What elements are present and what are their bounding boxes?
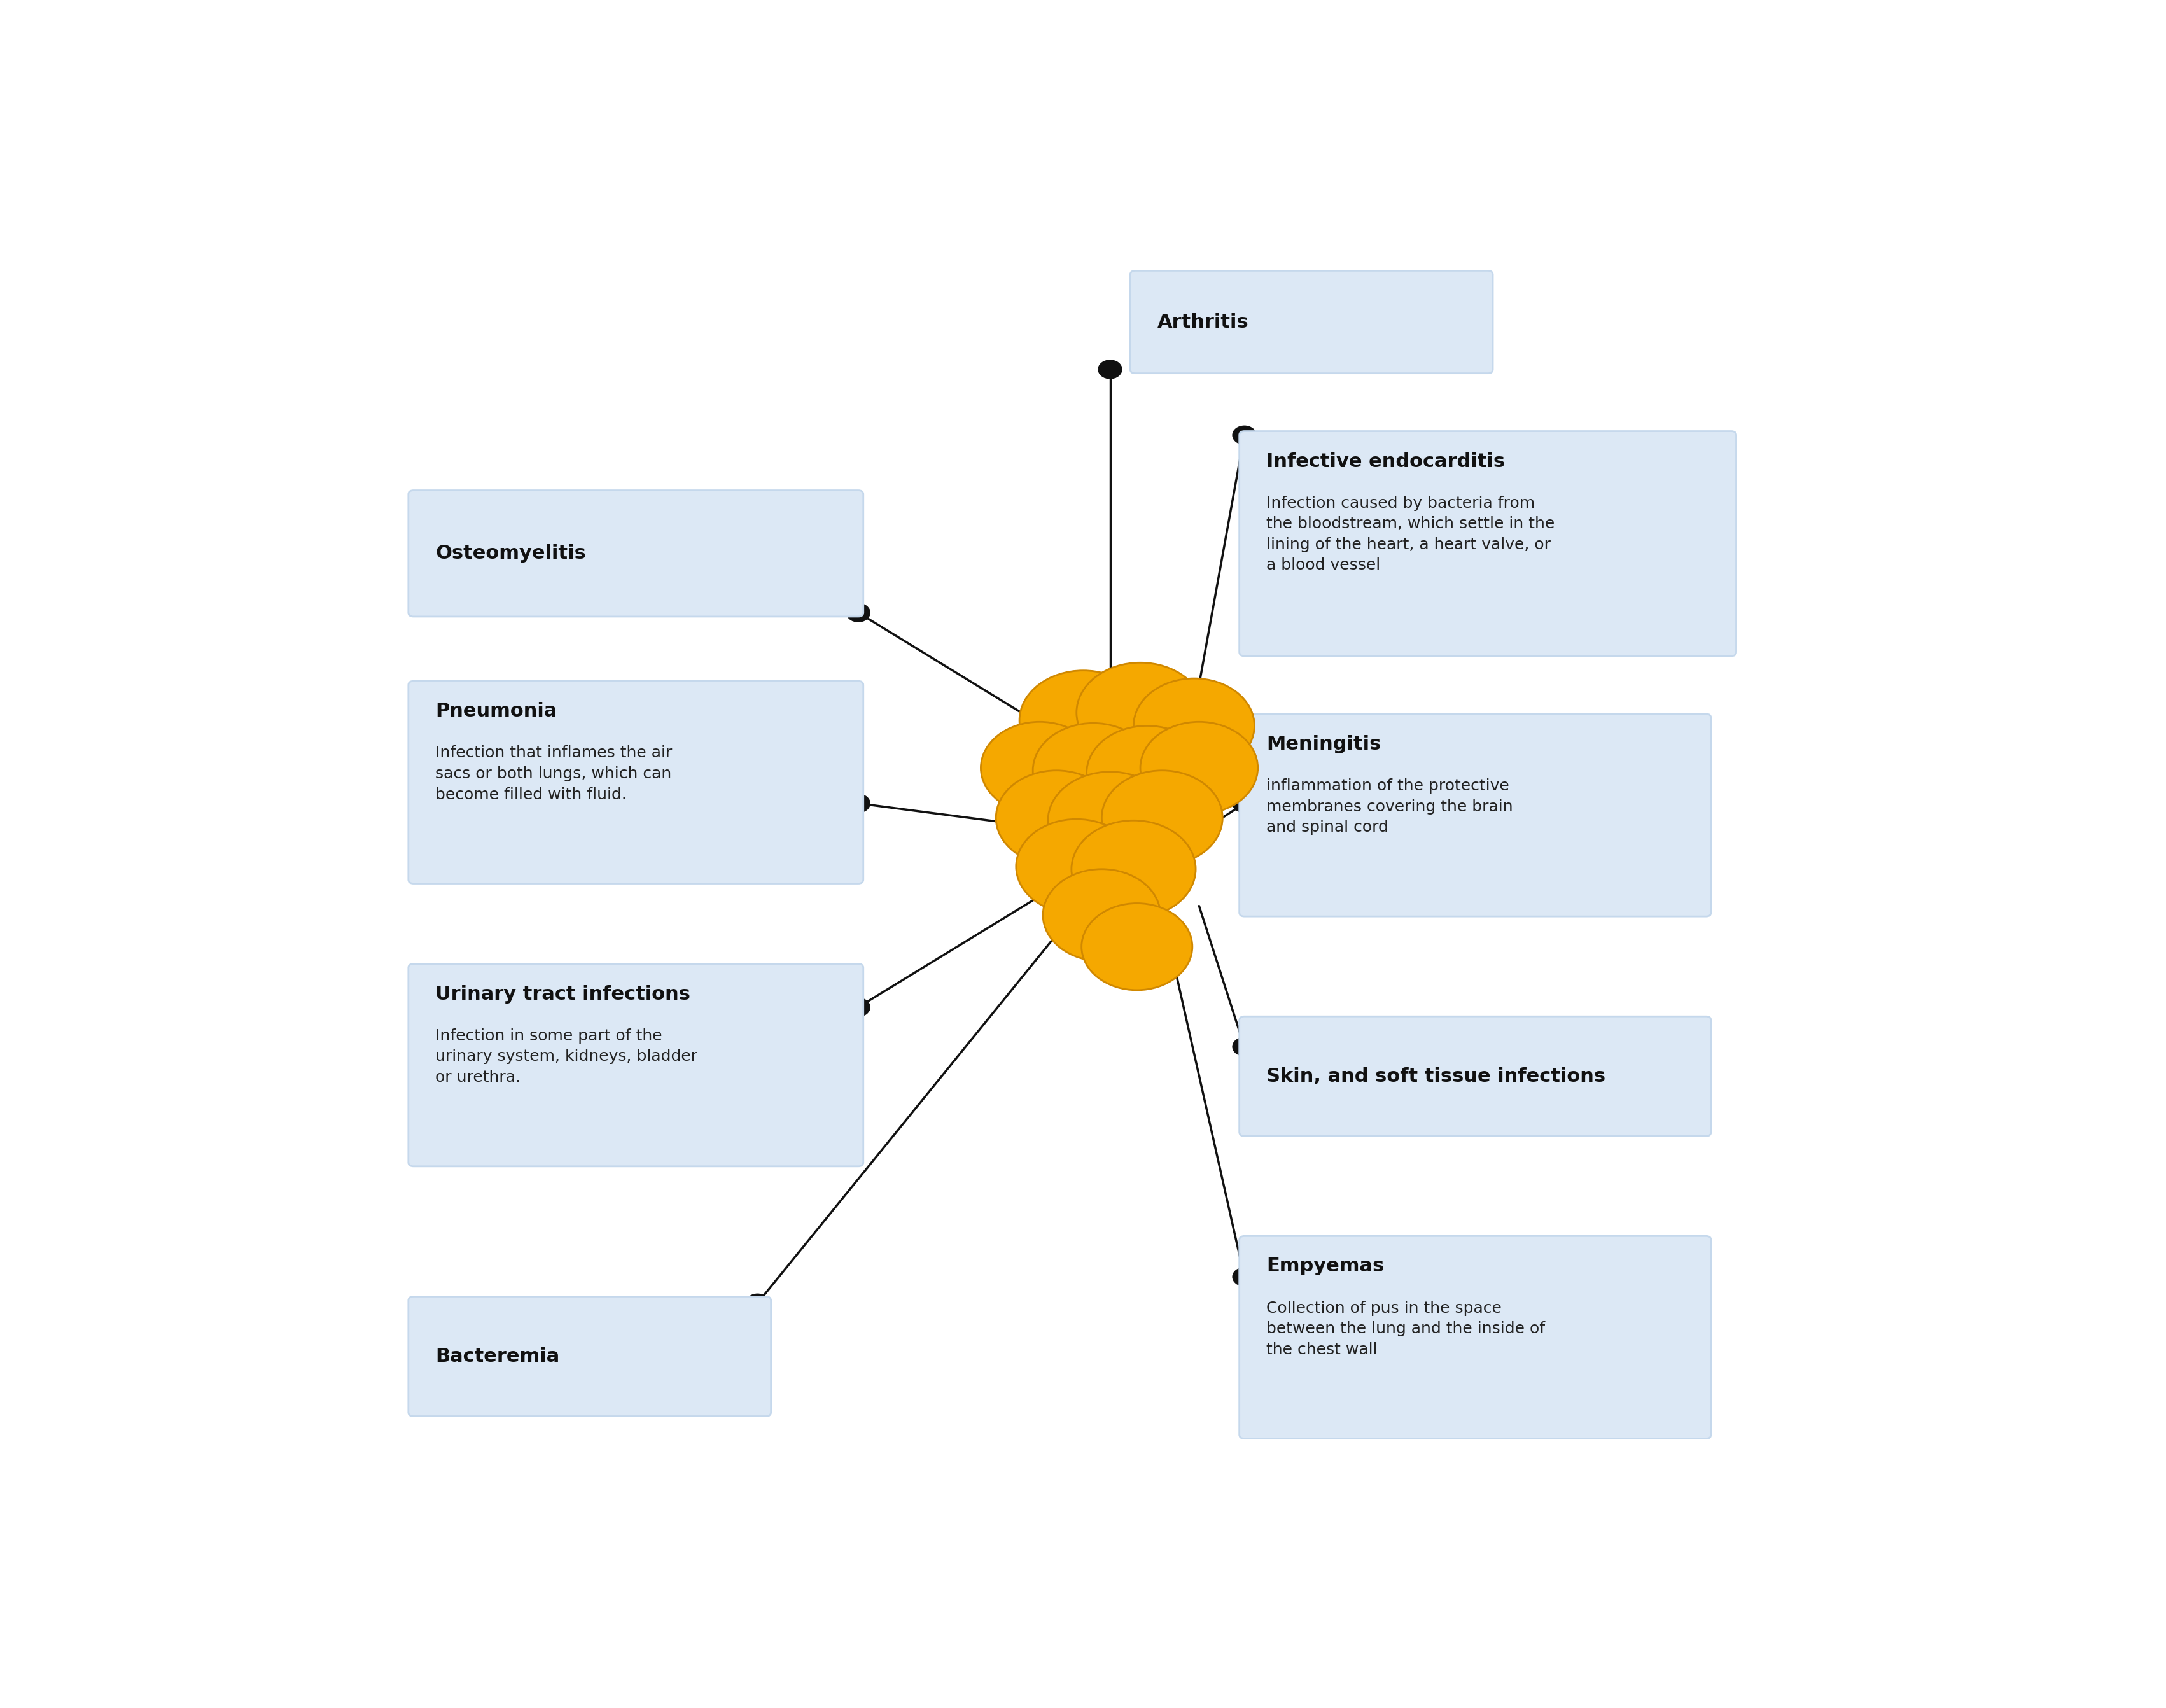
Circle shape (1232, 794, 1256, 813)
Circle shape (1077, 663, 1204, 762)
FancyBboxPatch shape (409, 1296, 771, 1416)
FancyBboxPatch shape (1239, 1237, 1711, 1438)
Circle shape (1081, 904, 1191, 991)
Text: Bacteremia: Bacteremia (435, 1348, 559, 1366)
Circle shape (1102, 770, 1222, 866)
Circle shape (847, 603, 871, 622)
Circle shape (1087, 726, 1206, 820)
Circle shape (1232, 1267, 1256, 1286)
Circle shape (745, 1295, 769, 1312)
FancyBboxPatch shape (409, 681, 864, 883)
Text: inflammation of the protective
membranes covering the brain
and spinal cord: inflammation of the protective membranes… (1267, 779, 1512, 835)
Text: Empyemas: Empyemas (1267, 1257, 1384, 1276)
Text: Infection in some part of the
urinary system, kidneys, bladder
or urethra.: Infection in some part of the urinary sy… (435, 1028, 697, 1085)
Text: Infection caused by bacteria from
the bloodstream, which settle in the
lining of: Infection caused by bacteria from the bl… (1267, 495, 1555, 572)
FancyBboxPatch shape (409, 963, 864, 1167)
Circle shape (1016, 820, 1137, 914)
Circle shape (1044, 869, 1161, 962)
Circle shape (1072, 820, 1196, 917)
FancyBboxPatch shape (1131, 270, 1492, 374)
Circle shape (1033, 722, 1154, 818)
Circle shape (1098, 360, 1122, 379)
Circle shape (847, 997, 871, 1016)
FancyBboxPatch shape (1239, 714, 1711, 917)
Text: Meningitis: Meningitis (1267, 734, 1382, 753)
Circle shape (1139, 722, 1258, 815)
Text: Infective endocarditis: Infective endocarditis (1267, 453, 1505, 471)
FancyBboxPatch shape (1239, 430, 1737, 656)
Text: Urinary tract infections: Urinary tract infections (435, 986, 691, 1003)
Text: Collection of pus in the space
between the lung and the inside of
the chest wall: Collection of pus in the space between t… (1267, 1300, 1544, 1358)
Circle shape (1020, 671, 1148, 770)
Circle shape (1232, 425, 1256, 444)
Circle shape (1048, 772, 1172, 869)
Text: Pneumonia: Pneumonia (435, 702, 557, 721)
Circle shape (1133, 678, 1254, 774)
Circle shape (981, 722, 1098, 815)
Circle shape (1232, 1037, 1256, 1056)
FancyBboxPatch shape (1239, 1016, 1711, 1136)
FancyBboxPatch shape (409, 490, 864, 617)
Text: Infection that inflames the air
sacs or both lungs, which can
become filled with: Infection that inflames the air sacs or … (435, 745, 671, 803)
Text: Osteomyelitis: Osteomyelitis (435, 545, 587, 562)
Text: Arthritis: Arthritis (1157, 313, 1248, 331)
Circle shape (847, 794, 871, 813)
Circle shape (996, 770, 1118, 866)
Text: Skin, and soft tissue infections: Skin, and soft tissue infections (1267, 1068, 1605, 1086)
